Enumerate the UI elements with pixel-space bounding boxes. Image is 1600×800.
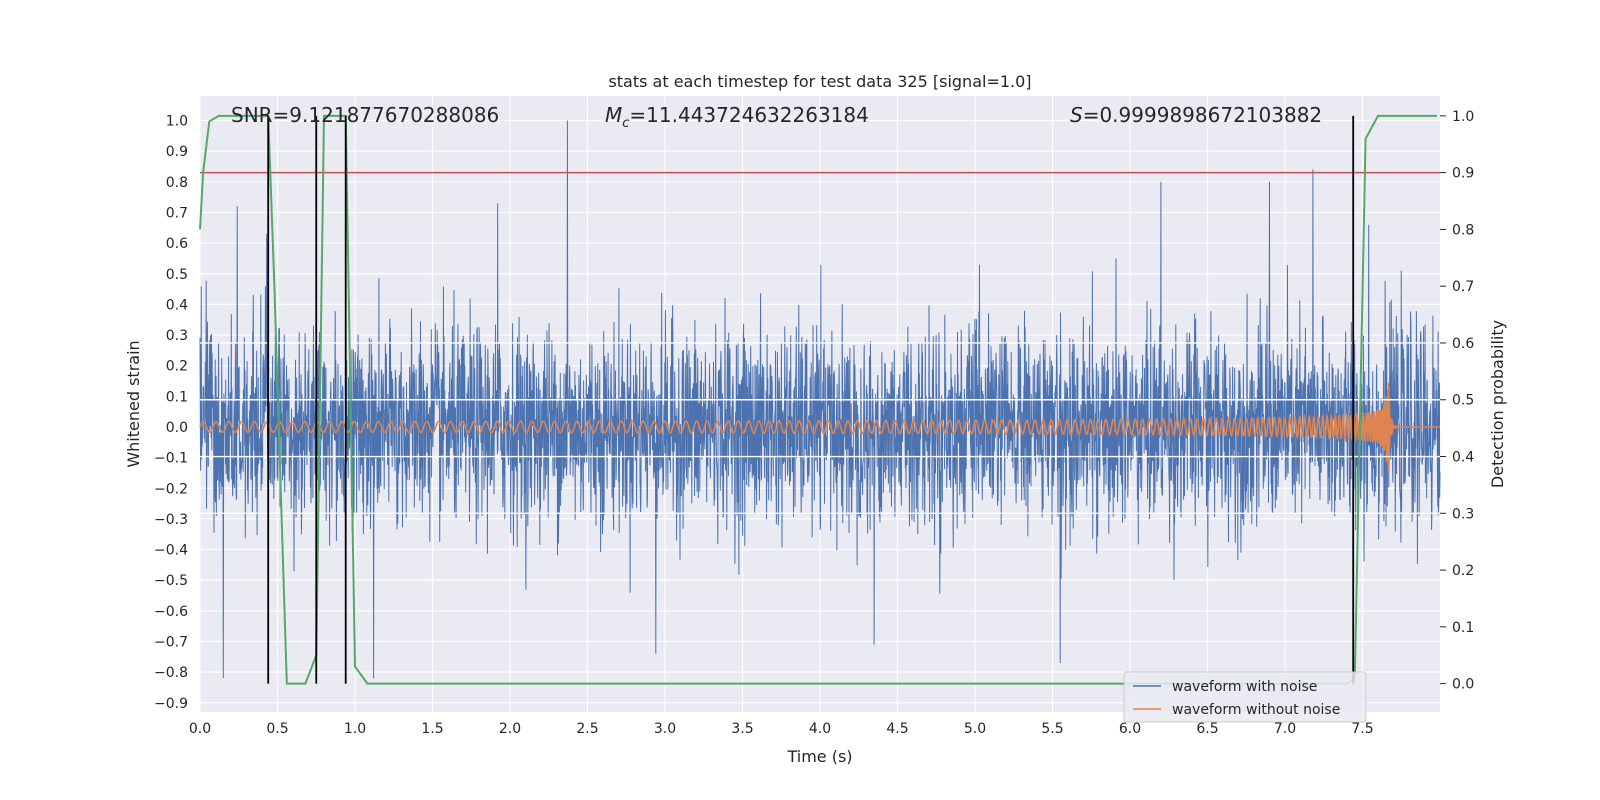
significance-symbol: S: [1070, 103, 1083, 127]
y-tick-label: 0.5: [166, 267, 188, 283]
legend: waveform with noise waveform without noi…: [1123, 671, 1367, 723]
y-tick-label: 0.0: [166, 420, 188, 436]
x-tick-label: 6.5: [1196, 721, 1218, 737]
y-tick-label: −0.9: [154, 696, 188, 712]
y-tick-label: 0.2: [166, 359, 188, 375]
noise-layer: [199, 120, 1441, 679]
right-y-tick-label: 1.0: [1452, 109, 1474, 125]
right-y-tick-label: 0.3: [1452, 506, 1474, 522]
y-tick-label: 0.8: [166, 175, 188, 191]
right-y-tick-label: 0.6: [1452, 336, 1474, 352]
chirp-mass-value: =11.443724632263184: [629, 103, 868, 127]
significance-annotation: S=0.9999898672103882: [1070, 103, 1322, 127]
right-axis-gridlines: [200, 342, 1440, 514]
y-tick-label: −0.5: [154, 573, 188, 589]
x-tick-label: 1.0: [344, 721, 366, 737]
x-axis-label: Time (s): [786, 747, 852, 766]
right-y-axis-label: Detection probability: [1488, 320, 1507, 488]
y-tick-label: −0.1: [154, 451, 188, 467]
right-y-tick-label: 0.9: [1452, 166, 1474, 182]
x-tick-label: 5.0: [964, 721, 986, 737]
significance-value: =0.9999898672103882: [1083, 103, 1322, 127]
x-tick-label: 4.5: [886, 721, 908, 737]
right-y-tick-label: 0.7: [1452, 279, 1474, 295]
right-y-tick-label: 0.1: [1452, 620, 1474, 636]
x-tick-label: 3.5: [731, 721, 753, 737]
x-tick-label: 3.0: [654, 721, 676, 737]
snr-annotation: SNR=9.121877670288086: [231, 103, 499, 127]
x-tick-label: 7.0: [1274, 721, 1296, 737]
y-axis-label: Whitened strain: [124, 340, 143, 467]
x-tick-label: 6.0: [1119, 721, 1141, 737]
noisy-waveform-line: [199, 120, 1441, 679]
x-tick-label: 4.0: [809, 721, 831, 737]
y-tick-label: 0.1: [166, 389, 188, 405]
y-tick-label: −0.3: [154, 512, 188, 528]
y-tick-label: 0.6: [166, 236, 188, 252]
right-y-tick-label: 0.4: [1452, 450, 1474, 466]
right-y-tick-label: 0.8: [1452, 222, 1474, 238]
y-tick-label: −0.8: [154, 665, 188, 681]
chirp-mass-subscript: c: [622, 116, 629, 131]
x-tick-label: 0.5: [266, 721, 288, 737]
legend-box: [1123, 671, 1367, 723]
right-y-tick-label: 0.5: [1452, 393, 1474, 409]
chart-title: stats at each timestep for test data 325…: [608, 72, 1031, 91]
x-tick-label: 2.5: [576, 721, 598, 737]
y-tick-label: −0.6: [154, 604, 188, 620]
legend-clean-label: waveform without noise: [1172, 702, 1340, 718]
chirp-layer: [199, 382, 1440, 472]
x-tick-label: 0.0: [189, 721, 211, 737]
y-tick-label: −0.4: [154, 543, 188, 559]
right-y-tick-label: 0.0: [1452, 677, 1474, 693]
x-tick-label: 7.5: [1351, 721, 1373, 737]
x-tick-label: 1.5: [421, 721, 443, 737]
y-tick-label: 0.7: [166, 205, 188, 221]
x-tick-label: 5.5: [1041, 721, 1063, 737]
legend-noise-label: waveform with noise: [1172, 679, 1317, 695]
y-tick-label: −0.7: [154, 635, 188, 651]
x-tick-label: 2.0: [499, 721, 521, 737]
x-tick-labels: 0.0 0.5 1.0 1.5 2.0 2.5 3.0 3.5 4.0 4.5 5.0 5.5 6.0 6…: [189, 721, 1374, 737]
y-tick-label: 1.0: [166, 114, 188, 130]
right-y-tick-label: 0.2: [1452, 563, 1474, 579]
y-tick-labels: 1.0 0.9 0.8 0.7 0.6 0.5 0.4 0.3 0.2 0.1 0.0 −0.1 −0.…: [154, 114, 188, 712]
y-tick-label: 0.3: [166, 328, 188, 344]
y-tick-label: −0.2: [154, 481, 188, 497]
y-tick-label: 0.9: [166, 144, 188, 160]
right-y-tick-labels: 1.0 0.9 0.8 0.7 0.6 0.5 0.4 0.3 0.2 0.1 0.0: [1440, 109, 1474, 693]
clean-waveform-line: [199, 382, 1440, 472]
chirp-mass-symbol: M: [605, 103, 622, 127]
chirp-mass-annotation: Mc=11.443724632263184: [605, 103, 869, 131]
vertical-lines-layer: [267, 115, 1355, 684]
y-tick-label: 0.4: [166, 297, 188, 313]
